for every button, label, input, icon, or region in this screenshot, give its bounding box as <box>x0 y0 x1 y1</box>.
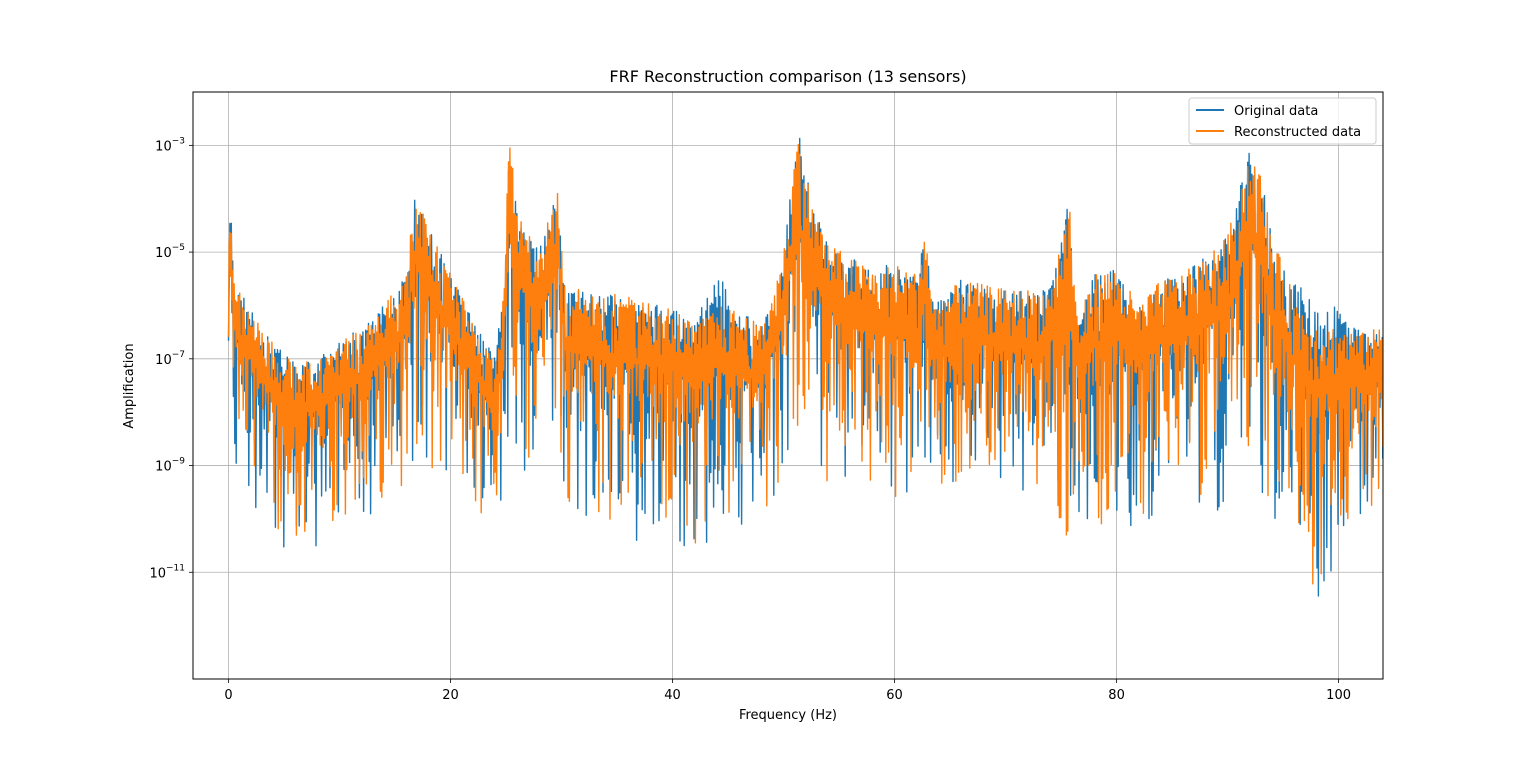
plot-frame <box>192 91 1384 680</box>
x-tick-label: 0 <box>224 688 232 703</box>
y-tick-label: 10−5 <box>155 243 185 261</box>
x-tick-label: 80 <box>1108 688 1125 703</box>
legend: Original data Reconstructed data <box>1188 97 1377 145</box>
legend-box <box>1188 97 1377 145</box>
x-tick-label: 100 <box>1326 688 1351 703</box>
legend-label-original: Original data <box>1234 104 1318 119</box>
x-tick-label: 20 <box>442 688 459 703</box>
x-tick-label: 40 <box>664 688 681 703</box>
y-tick-label: 10−11 <box>149 563 185 581</box>
x-tick-label: 60 <box>886 688 903 703</box>
series-layer <box>227 137 1383 597</box>
chart-title: FRF Reconstruction comparison (13 sensor… <box>609 67 966 86</box>
y-tick-label: 10−7 <box>155 350 185 368</box>
x-axis-ticks: 0 20 40 60 80 100 <box>224 679 1351 703</box>
y-tick-label: 10−9 <box>155 457 185 475</box>
series-line-reconstructed <box>227 143 1383 585</box>
y-tick-label: 10−3 <box>155 136 185 154</box>
y-axis-label: Amplification <box>122 343 137 428</box>
y-axis-ticks: 10−11 10−9 10−7 10−5 10−3 <box>149 136 193 581</box>
x-axis-label: Frequency (Hz) <box>739 708 837 723</box>
legend-label-reconstructed: Reconstructed data <box>1234 125 1361 140</box>
